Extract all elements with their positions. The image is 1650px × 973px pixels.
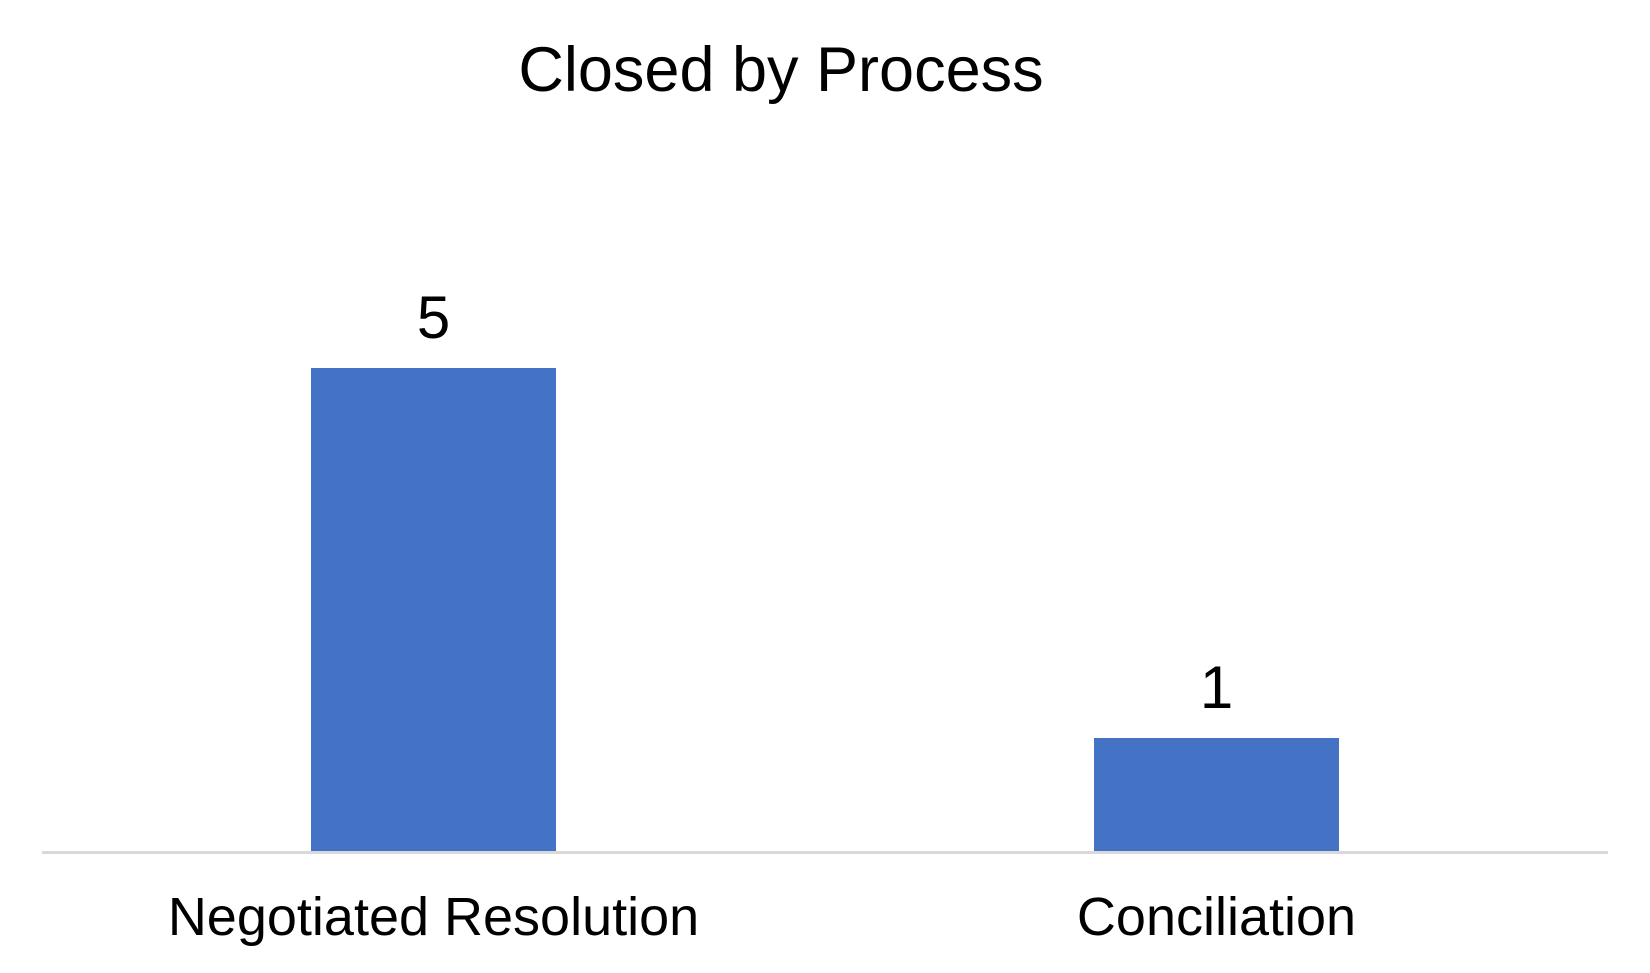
- bar-negotiated-resolution: [311, 368, 556, 851]
- chart-title: Closed by Process: [518, 35, 1044, 105]
- x-axis-label-negotiated-resolution: Negotiated Resolution: [167, 887, 700, 947]
- bar-conciliation: [1094, 738, 1339, 851]
- data-label-negotiated-resolution: 5: [416, 284, 451, 351]
- x-axis-label-conciliation: Conciliation: [1076, 887, 1357, 947]
- bar-group-negotiated-resolution: 5: [42, 288, 825, 851]
- data-label-conciliation: 1: [1199, 654, 1234, 722]
- plot-area: 5 1: [42, 288, 1608, 851]
- x-axis-labels: Negotiated Resolution Conciliation: [42, 887, 1608, 947]
- x-axis-line: [42, 851, 1608, 854]
- bar-group-conciliation: 1: [825, 288, 1608, 851]
